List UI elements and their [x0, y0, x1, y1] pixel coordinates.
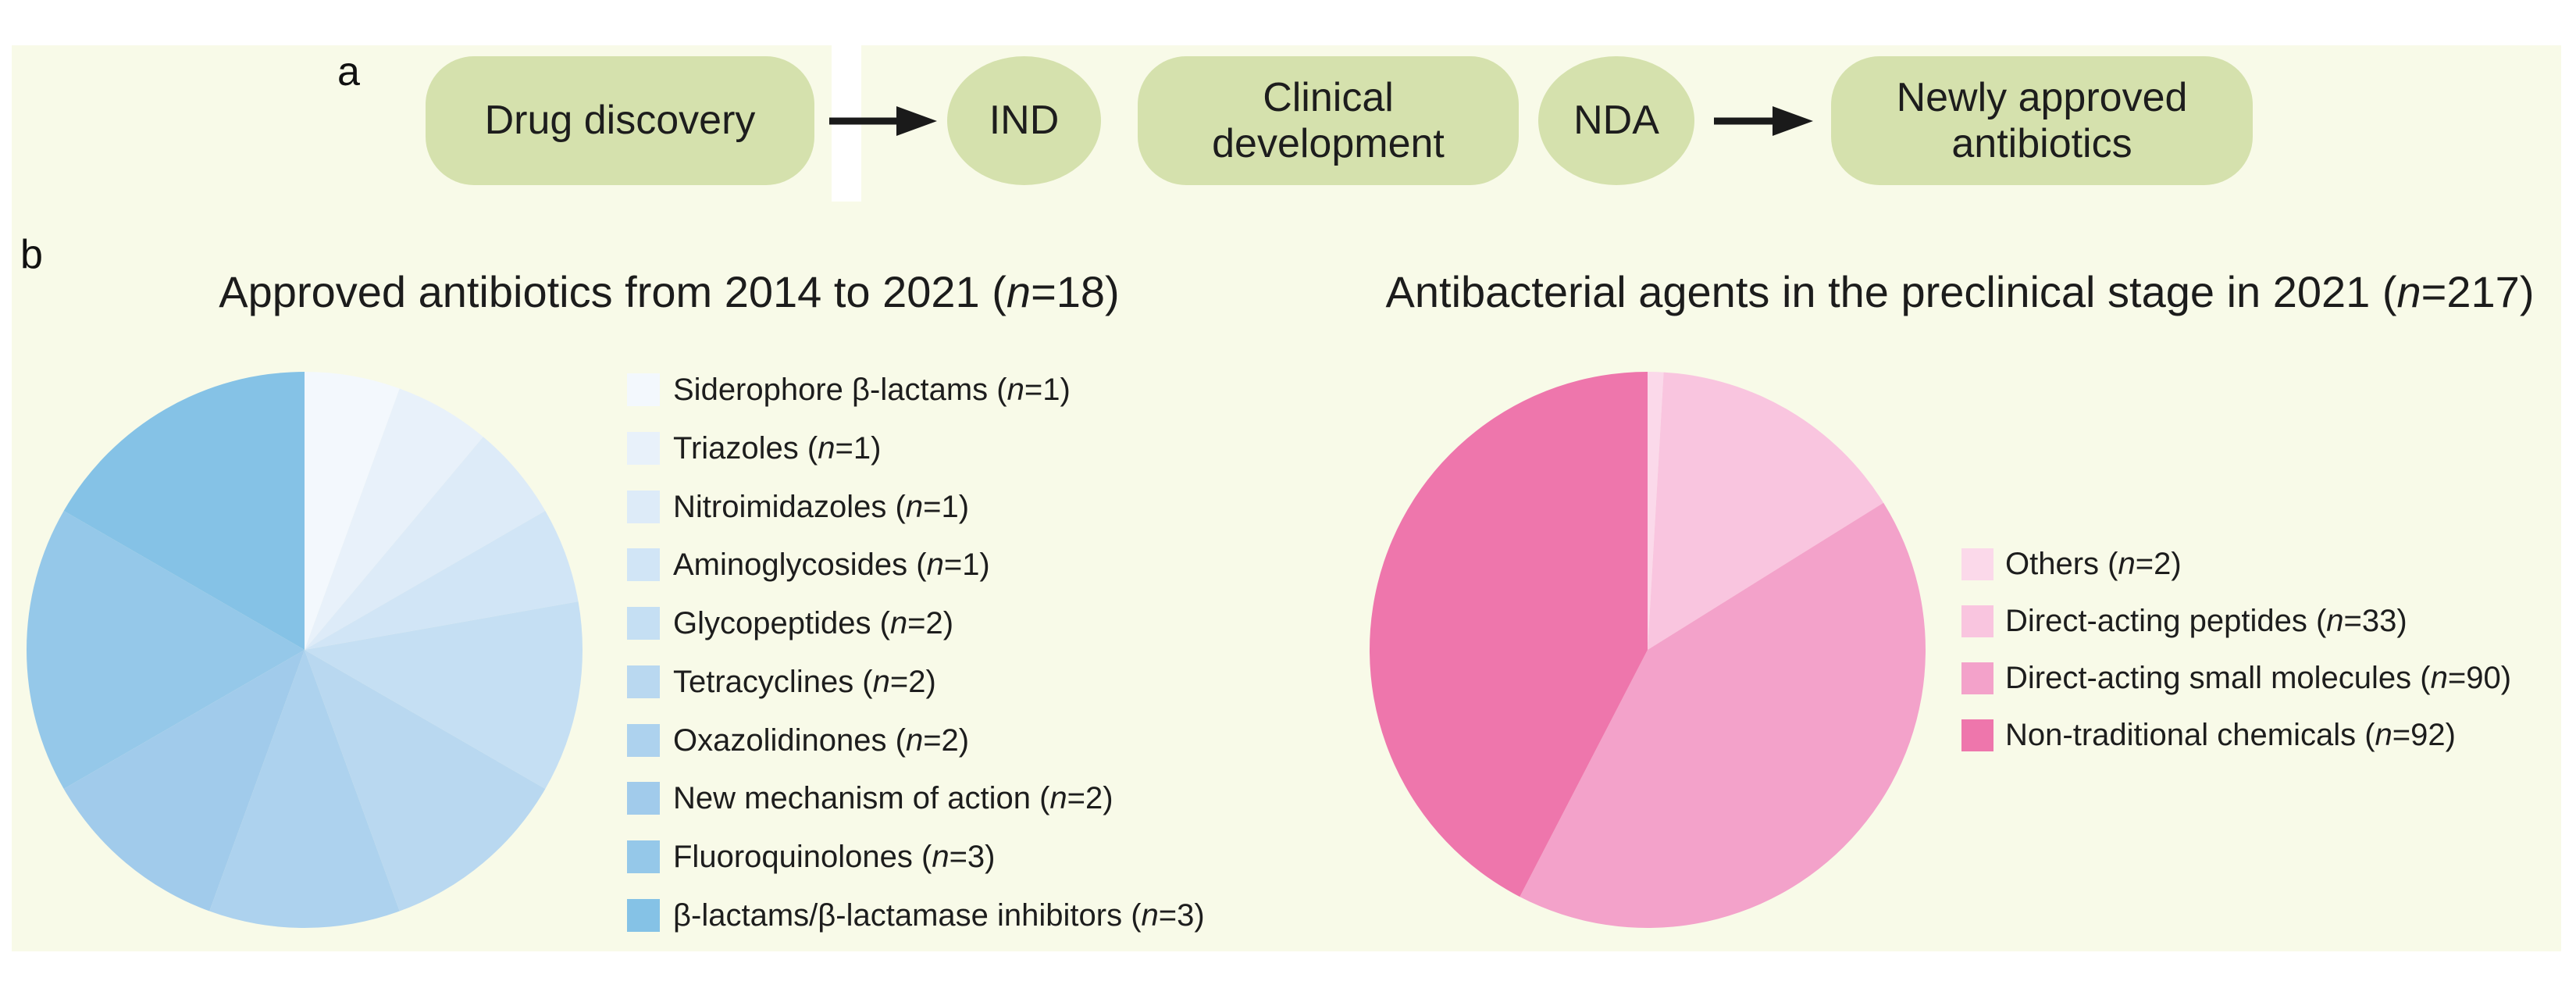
flow-arrow-icon	[1714, 106, 1813, 136]
italic-n: n	[1006, 267, 1031, 316]
italic-n: n	[2430, 661, 2448, 695]
legend-label: Aminoglycosides (n=1)	[673, 548, 990, 582]
italic-n: n	[2118, 547, 2136, 581]
legend-label: Siderophore β-lactams (n=1)	[673, 373, 1071, 407]
legend-row: Tetracyclines (n=2)	[627, 653, 936, 711]
legend-color-swatch	[627, 607, 660, 640]
legend-label: Oxazolidinones (n=2)	[673, 723, 970, 758]
flow-node-newly-approved-antibiotics: Newly approved antibiotics	[1831, 56, 2253, 185]
approved-antibiotics-pie	[26, 372, 583, 928]
pie-slice-direct-acting-small-molecules	[1520, 502, 1926, 929]
legend-color-swatch	[627, 724, 660, 757]
legend-color-swatch	[627, 373, 660, 406]
legend-label: New mechanism of action (n=2)	[673, 781, 1113, 815]
legend-label: Direct-acting peptides (n=33)	[2005, 604, 2407, 638]
legend-color-swatch	[627, 548, 660, 581]
legend-label: Others (n=2)	[2005, 547, 2182, 581]
legend-row: Glycopeptides (n=2)	[627, 594, 953, 652]
italic-n: n	[1007, 373, 1024, 407]
italic-n: n	[889, 606, 908, 640]
legend-row: Nitroimidazoles (n=1)	[627, 478, 969, 536]
right-pie-title: Antibacterial agents in the preclinical …	[1385, 267, 2535, 316]
flow-node-drug-discovery: Drug discovery	[426, 56, 814, 185]
pie-slice-oxazolidinones	[209, 650, 400, 928]
italic-n: n	[932, 840, 950, 874]
italic-n: n	[2326, 604, 2344, 638]
pie-slice-others	[1648, 372, 1664, 650]
legend-color-swatch	[627, 899, 660, 932]
legend-label: Nitroimidazoles (n=1)	[673, 490, 970, 524]
panel-b-letter: b	[20, 232, 43, 277]
pie-slice-direct-acting-peptides	[1648, 372, 1884, 650]
legend-row: New mechanism of action (n=2)	[627, 769, 1113, 827]
legend-label: Non-traditional chemicals (n=92)	[2005, 718, 2456, 752]
legend-label: β-lactams/β-lactamase inhibitors (n=3)	[673, 898, 1205, 933]
italic-n: n	[905, 490, 924, 524]
italic-n: n	[818, 431, 836, 466]
legend-color-swatch	[1961, 719, 1993, 751]
pie-slice-siderophore-lactams	[305, 372, 400, 650]
legend-label: Direct-acting small molecules (n=90)	[2005, 661, 2512, 695]
italic-n: n	[2375, 718, 2393, 752]
legend-row: β-lactams/β-lactamase inhibitors (n=3)	[627, 887, 1205, 944]
pie-slice-glycopeptides	[305, 601, 583, 789]
legend-row: Fluoroquinolones (n=3)	[627, 828, 996, 886]
pie-slice-non-traditional-chemicals	[1370, 372, 1648, 897]
legend-label: Triazoles (n=1)	[673, 431, 882, 466]
legend-row: Direct-acting small molecules (n=90)	[1961, 650, 2511, 707]
pie-slice-new-mechanism-of-action	[63, 650, 305, 912]
pie-slice-fluoroquinolones	[26, 511, 305, 789]
flow-arrow-icon	[829, 106, 937, 136]
pie-slice-nitroimidazoles	[305, 437, 546, 650]
legend-color-swatch	[1961, 548, 1993, 580]
italic-n: n	[872, 665, 890, 699]
italic-n: n	[905, 723, 924, 758]
italic-n: n	[926, 548, 944, 582]
left-pie-title: Approved antibiotics from 2014 to 2021 (…	[219, 267, 1120, 316]
legend-color-swatch	[627, 782, 660, 815]
legend-row: Oxazolidinones (n=2)	[627, 712, 969, 769]
pie-slice-triazoles	[305, 388, 483, 650]
pie-slice-tetracyclines	[305, 650, 546, 912]
legend-row: Siderophore β-lactams (n=1)	[627, 361, 1071, 419]
italic-n: n	[1141, 898, 1159, 933]
pie-slice-aminoglycosides	[305, 511, 579, 650]
legend-color-swatch	[1961, 662, 1993, 694]
legend-label: Glycopeptides (n=2)	[673, 606, 954, 640]
legend-label: Fluoroquinolones (n=3)	[673, 840, 996, 874]
legend-color-swatch	[627, 840, 660, 873]
legend-row: Others (n=2)	[1961, 536, 2182, 593]
flow-node-clinical-development: Clinical development	[1138, 56, 1519, 185]
legend-color-swatch	[627, 665, 660, 698]
italic-n: n	[2396, 267, 2421, 316]
legend-color-swatch	[1961, 605, 1993, 637]
italic-n: n	[1049, 781, 1067, 815]
preclinical-agents-pie	[1370, 372, 1926, 929]
legend-row: Non-traditional chemicals (n=92)	[1961, 707, 2456, 764]
panel-a-letter: a	[337, 49, 360, 95]
legend-label: Tetracyclines (n=2)	[673, 665, 936, 699]
legend-color-swatch	[627, 432, 660, 465]
legend-row: Direct-acting peptides (n=33)	[1961, 593, 2407, 650]
legend-row: Triazoles (n=1)	[627, 419, 881, 477]
legend-row: Aminoglycosides (n=1)	[627, 536, 990, 594]
flow-node-ind: IND	[947, 56, 1101, 185]
flow-node-nda: NDA	[1538, 56, 1694, 185]
pie-slice-lactams-lactamase-inhibitors	[63, 372, 305, 650]
legend-color-swatch	[627, 491, 660, 523]
